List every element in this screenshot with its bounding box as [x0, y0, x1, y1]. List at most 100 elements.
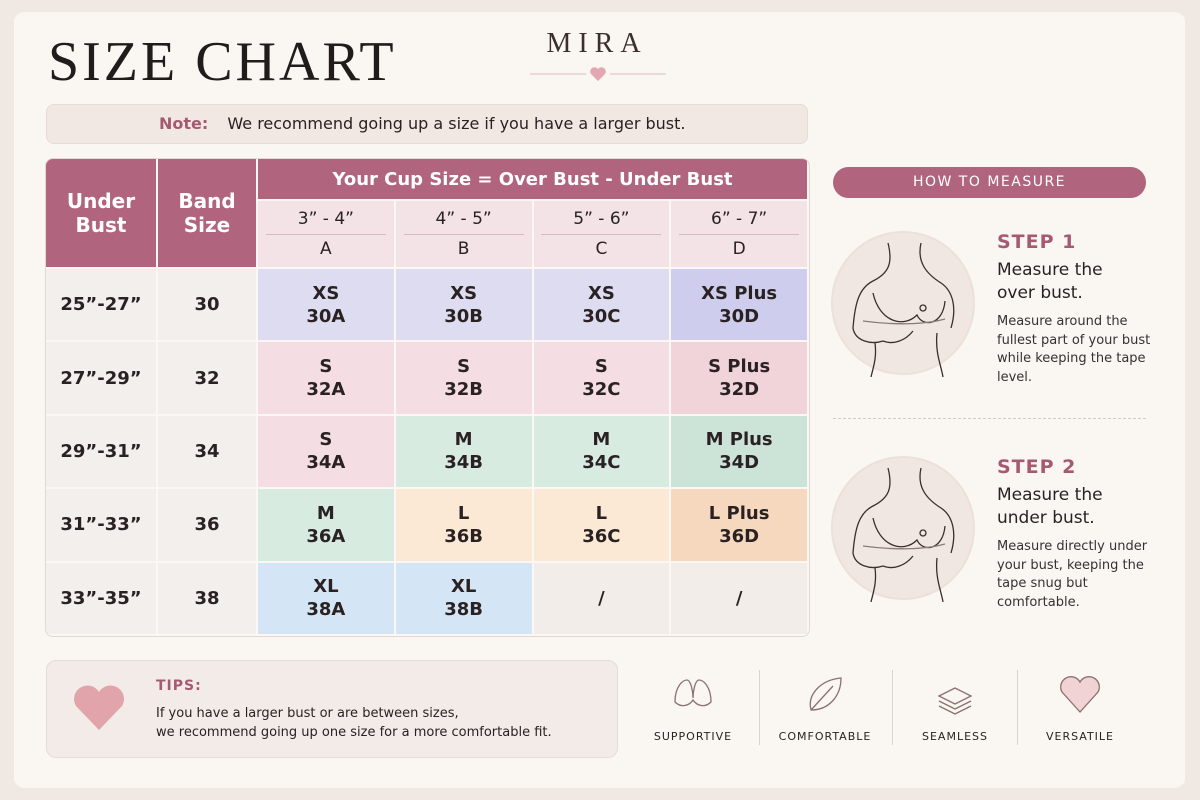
size: XL	[450, 576, 477, 598]
separator	[1017, 670, 1018, 745]
size-cell: S 34A	[258, 415, 396, 490]
size-code: 34A	[306, 452, 346, 474]
size: L Plus	[708, 502, 770, 524]
feature-icon	[931, 672, 979, 718]
size-code: 32A	[306, 379, 346, 401]
size-cell: XL 38B	[395, 562, 534, 636]
size-code: 32B	[444, 379, 484, 401]
brand-ornament	[530, 67, 666, 81]
icon	[674, 679, 712, 707]
size-code: 30D	[719, 305, 760, 327]
cup-header: 5” - 6” C	[533, 201, 672, 269]
size-code: 38A	[306, 599, 346, 621]
tips-label: TIPS:	[156, 678, 202, 694]
note: Note: We recommend going up a size if yo…	[46, 104, 808, 144]
separator	[759, 670, 760, 745]
cup-letter: A	[320, 239, 332, 259]
cup-range: 5” - 6”	[541, 209, 662, 235]
step-text: Measure around the fullest part of your …	[997, 314, 1151, 385]
icon	[809, 677, 842, 711]
size-code: 32C	[582, 379, 621, 401]
feature-icon	[669, 672, 717, 718]
size-cell: M Plus 34D	[671, 415, 809, 490]
size: S	[319, 356, 333, 378]
cup-range: 3” - 4”	[265, 209, 386, 235]
size-code: 32D	[719, 379, 760, 401]
size-code: 36C	[582, 525, 621, 547]
under-bust: 33”-35”	[46, 562, 158, 636]
step-text: Measure directly under your bust, keepin…	[997, 539, 1148, 610]
band-size: 32	[158, 342, 258, 416]
cup-letter: B	[457, 239, 470, 259]
under-bust: 27”-29”	[46, 342, 158, 416]
size-cell: XS 30A	[258, 269, 396, 343]
size-cell: XS Plus 30D	[671, 269, 809, 343]
cup-letter: C	[595, 239, 608, 259]
size: S	[457, 356, 471, 378]
size-code: 36A	[306, 525, 346, 547]
size-code: 30B	[444, 305, 484, 327]
size-cell: S 32B	[395, 342, 534, 416]
size-cell: /	[671, 562, 809, 636]
size: XL	[313, 576, 339, 598]
size: S	[319, 429, 333, 451]
brand: MIRA	[546, 28, 648, 59]
title: SIZE CHART	[48, 31, 397, 93]
size-cell: XS 30C	[533, 269, 672, 343]
size-cell: S 32A	[258, 342, 396, 416]
size-code: 30C	[582, 305, 621, 327]
step-label: STEP 1	[997, 231, 1077, 253]
size: M	[454, 429, 473, 451]
size-cell: M 34C	[533, 415, 672, 490]
size: XS	[312, 282, 340, 304]
size: L	[595, 502, 608, 524]
step-heading: Measure the under bust.	[997, 485, 1103, 528]
cup-letter: D	[732, 239, 746, 259]
feature-label: COMFORTABLE	[778, 730, 872, 743]
step-heading: Measure the over bust.	[997, 260, 1103, 303]
size-cell: XL 38A	[258, 562, 396, 636]
feature-label: SEAMLESS	[922, 730, 988, 743]
cup-header: 6” - 7” D	[671, 201, 809, 269]
band-size: 30	[158, 269, 258, 343]
feature-label: SUPPORTIVE	[653, 730, 733, 743]
size: XS	[450, 282, 478, 304]
size: XS Plus	[701, 282, 778, 304]
band-size: 38	[158, 562, 258, 636]
note-label: Note:	[159, 114, 209, 133]
size: S Plus	[708, 356, 771, 378]
separator	[892, 670, 893, 745]
cup-range: 4” - 5”	[403, 209, 524, 235]
tips-line: we recommend going up one size for a mor…	[156, 725, 552, 740]
size-cell: S 32C	[533, 342, 672, 416]
cup-header: 3” - 4” A	[258, 201, 396, 269]
tips-heart	[74, 685, 124, 730]
icon	[937, 687, 973, 715]
size-code: 34C	[582, 452, 621, 474]
size: M	[316, 502, 335, 524]
size: M Plus	[705, 429, 773, 451]
size-cell: S Plus 32D	[671, 342, 809, 416]
feature-icon	[1056, 672, 1104, 718]
size-cell: L Plus 36D	[671, 489, 809, 563]
icon	[1060, 676, 1100, 713]
under-bust: 29”-31”	[46, 415, 158, 490]
size: XS	[587, 282, 615, 304]
divider	[833, 418, 1146, 419]
measure-title: HOW TO MEASURE	[833, 167, 1146, 198]
step-label: STEP 2	[997, 456, 1077, 478]
tips	[46, 660, 618, 758]
size: /	[735, 587, 743, 609]
size: L	[457, 502, 470, 524]
size-cell: L 36B	[395, 489, 534, 563]
size-cell: M 36A	[258, 489, 396, 563]
size-code: 34D	[719, 452, 760, 474]
body-sketch	[852, 242, 955, 377]
size-code: 36B	[444, 525, 484, 547]
note-text: We recommend going up a size if you have…	[227, 114, 686, 133]
tips-text: If you have a larger bust or are between…	[156, 704, 552, 742]
step-illustration	[831, 231, 975, 377]
band-size: 34	[158, 415, 258, 490]
under-bust: 25”-27”	[46, 269, 158, 343]
